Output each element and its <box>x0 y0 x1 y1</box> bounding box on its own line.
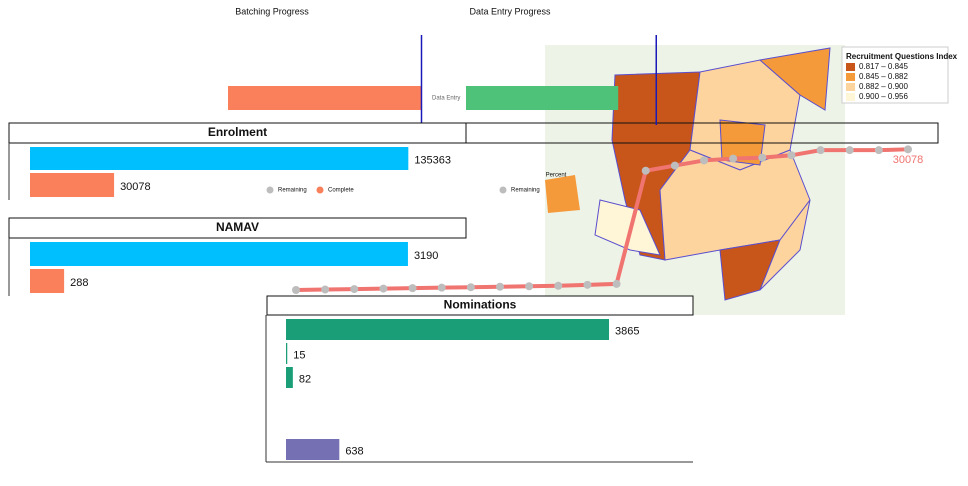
legend-label: Complete <box>328 188 354 194</box>
point <box>408 284 417 293</box>
bar <box>286 319 610 340</box>
bar <box>228 86 422 110</box>
point <box>816 146 825 155</box>
panel-title: Nominations <box>444 298 517 312</box>
legend-swatch <box>846 73 855 81</box>
bar <box>466 86 619 110</box>
point <box>321 285 330 294</box>
point <box>758 153 767 162</box>
point <box>700 156 708 165</box>
point <box>496 282 504 291</box>
bar <box>286 367 293 388</box>
axis-label: Percent <box>546 173 567 179</box>
chart-title: Batching Progress <box>235 6 309 16</box>
bar <box>286 439 340 460</box>
point <box>729 154 738 163</box>
point <box>612 279 621 288</box>
value-label: 3190 <box>414 250 438 262</box>
value-label: 15 <box>293 349 305 361</box>
value-label: 82 <box>299 373 311 385</box>
bar <box>30 269 65 293</box>
map: Recruitment Questions Index 0.817 – 0.84… <box>545 45 958 315</box>
point <box>583 280 592 289</box>
map-region <box>545 175 580 213</box>
legend-marker <box>316 186 324 194</box>
map-legend-box <box>841 46 949 104</box>
series-line <box>295 147 909 292</box>
legend-label: Remaining <box>511 188 540 194</box>
legend-swatch <box>846 93 855 101</box>
legend-marker <box>266 186 274 194</box>
panel-title: NAMAV <box>216 220 259 234</box>
point <box>292 286 300 294</box>
bar <box>30 242 408 266</box>
legend-swatch <box>846 63 855 71</box>
legend-swatch <box>846 83 855 91</box>
category-label: Data Entry <box>432 96 460 102</box>
point <box>904 145 912 154</box>
end-value-label: 30078 <box>893 154 924 166</box>
point <box>641 166 650 175</box>
point <box>525 282 534 291</box>
bar <box>30 147 409 170</box>
legend-label: 0.882 – 0.900 <box>859 82 908 91</box>
map-region <box>759 199 811 291</box>
bar <box>286 343 288 364</box>
bar <box>30 173 115 197</box>
panel-title-box <box>8 122 467 144</box>
value-label: 135363 <box>414 154 451 166</box>
panel-title: Enrolment <box>208 125 267 139</box>
point <box>437 283 446 292</box>
panel-title-box <box>266 295 694 316</box>
point <box>554 281 563 290</box>
point <box>845 146 854 155</box>
point <box>670 161 679 170</box>
value-label: 638 <box>345 445 363 457</box>
value-label: 3865 <box>615 325 639 337</box>
map-region <box>594 199 661 256</box>
legend-marker <box>499 186 507 194</box>
panel-title-box <box>8 217 467 239</box>
legend-label: 0.900 – 0.956 <box>859 92 908 101</box>
point <box>350 285 359 294</box>
chart-title: Data Entry Progress <box>469 6 551 16</box>
point <box>379 284 388 293</box>
legend-label: Remaining <box>278 188 307 194</box>
map-region <box>758 47 831 111</box>
point <box>466 283 475 292</box>
legend-label: 0.845 – 0.882 <box>859 72 908 81</box>
value-label: 30078 <box>120 181 151 193</box>
map-legend-title: Recruitment Questions Index <box>846 52 958 61</box>
point <box>787 151 796 160</box>
value-label: 288 <box>70 277 88 289</box>
legend-label: 0.817 – 0.845 <box>859 62 908 71</box>
point <box>874 146 883 155</box>
